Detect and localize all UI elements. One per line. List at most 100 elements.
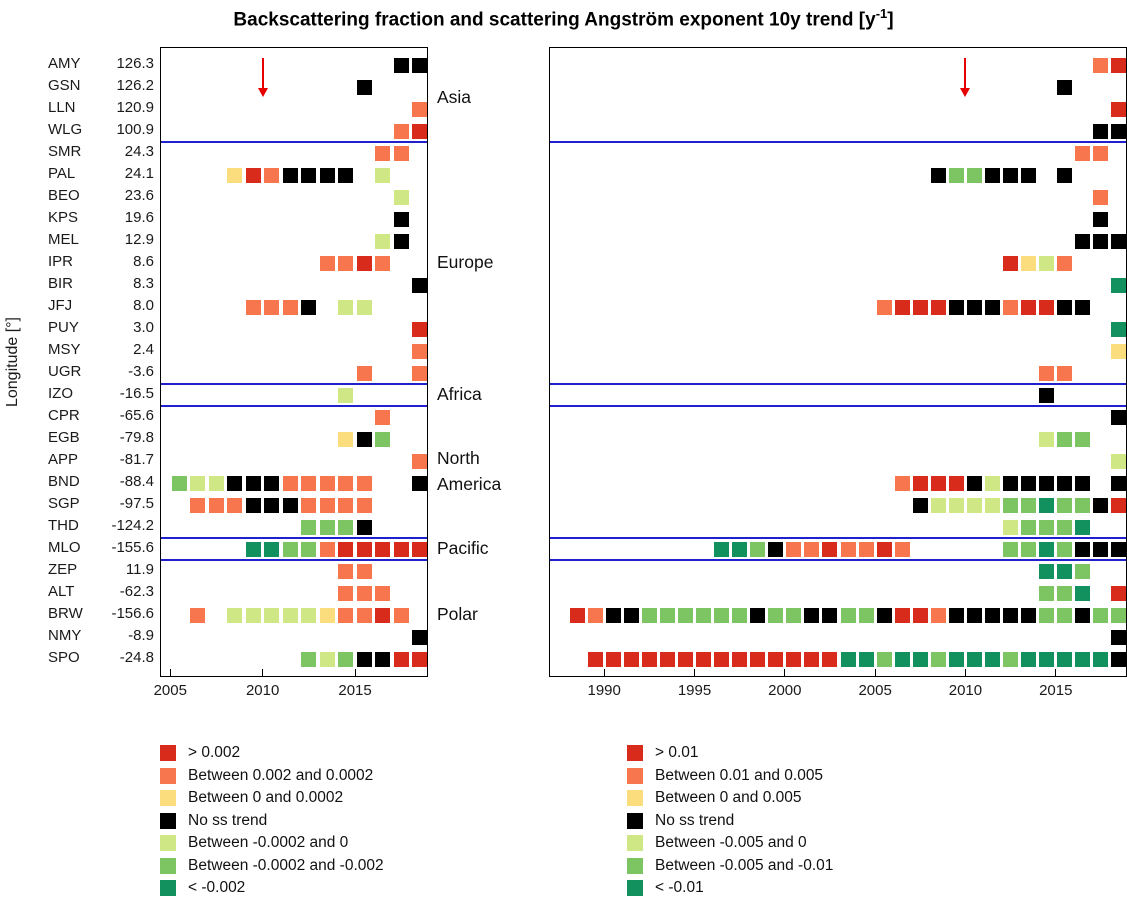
legend-item: No ss trend bbox=[160, 810, 384, 833]
station-label: WLG 100.9 bbox=[48, 122, 154, 138]
station-code: ALT bbox=[48, 583, 75, 600]
heatmap-cell bbox=[912, 475, 928, 491]
station-label: UGR -3.6 bbox=[48, 364, 154, 380]
heatmap-cell bbox=[1021, 651, 1037, 667]
station-code: BRW bbox=[48, 605, 83, 622]
x-tick-label: 2005 bbox=[858, 682, 892, 699]
heatmap-cell bbox=[356, 475, 372, 491]
legend-label: No ss trend bbox=[188, 811, 268, 829]
station-code: KPS bbox=[48, 209, 79, 226]
legend-label: Between -0.005 and -0.01 bbox=[655, 856, 834, 874]
legend-backscattering-fraction: > 0.002 Between 0.002 and 0.0002 Between 0… bbox=[160, 742, 384, 900]
region-label-polar: Polar bbox=[437, 603, 478, 624]
heatmap-cell bbox=[1039, 563, 1055, 579]
heatmap-cell bbox=[338, 431, 354, 447]
station-longitude: -62.3 bbox=[119, 583, 154, 600]
station-code: THD bbox=[48, 517, 79, 534]
heatmap-cell bbox=[1111, 607, 1127, 623]
heatmap-cell bbox=[282, 299, 298, 315]
marker-arrow-2010 bbox=[257, 58, 268, 97]
station-code: NMY bbox=[48, 627, 82, 644]
heatmap-cell bbox=[208, 497, 224, 513]
x-axis-tick bbox=[354, 669, 356, 676]
heatmap-cell bbox=[804, 607, 820, 623]
station-longitude: -81.7 bbox=[119, 451, 154, 468]
heatmap-cell bbox=[1039, 387, 1055, 403]
station-code: MSY bbox=[48, 341, 81, 358]
heatmap-cell bbox=[768, 541, 784, 557]
heatmap-cell bbox=[319, 607, 335, 623]
heatmap-cell bbox=[356, 299, 372, 315]
heatmap-cell bbox=[338, 651, 354, 667]
heatmap-cell bbox=[858, 541, 874, 557]
legend-item: > 0.002 bbox=[160, 742, 384, 765]
heatmap-cell bbox=[1021, 497, 1037, 513]
station-label: THD -124.2 bbox=[48, 518, 154, 534]
heatmap-cell bbox=[412, 541, 428, 557]
station-code: CPR bbox=[48, 407, 80, 424]
heatmap-cell bbox=[804, 541, 820, 557]
station-label: MEL 12.9 bbox=[48, 232, 154, 248]
chart-title-text: Backscattering fraction and scattering A… bbox=[233, 9, 876, 31]
heatmap-cell bbox=[732, 651, 748, 667]
heatmap-cell bbox=[985, 167, 1001, 183]
heatmap-cell bbox=[1075, 519, 1091, 535]
legend-swatch-darkgreen bbox=[160, 880, 176, 897]
station-longitude: 126.3 bbox=[116, 55, 154, 72]
heatmap-cell bbox=[894, 541, 910, 557]
heatmap-cell bbox=[412, 321, 428, 337]
legend-swatch-orange bbox=[160, 767, 176, 784]
station-code: BIR bbox=[48, 275, 74, 292]
heatmap-cell bbox=[569, 607, 585, 623]
station-longitude: 12.9 bbox=[124, 231, 154, 248]
legend-item: Between -0.005 and -0.01 bbox=[627, 855, 833, 878]
heatmap-cell bbox=[1075, 607, 1091, 623]
heatmap-cell bbox=[696, 651, 712, 667]
legend-swatch-yellow bbox=[160, 790, 176, 807]
heatmap-cell bbox=[264, 167, 280, 183]
legend-item: Between 0 and 0.005 bbox=[627, 787, 833, 810]
heatmap-cell bbox=[1021, 167, 1037, 183]
x-axis-tick bbox=[1055, 669, 1057, 676]
station-code: SPO bbox=[48, 649, 80, 666]
heatmap-cell bbox=[894, 607, 910, 623]
station-longitude: -3.6 bbox=[128, 363, 154, 380]
station-longitude: -156.6 bbox=[111, 605, 154, 622]
heatmap-cell bbox=[1057, 475, 1073, 491]
heatmap-cell bbox=[930, 607, 946, 623]
heatmap-cell bbox=[605, 651, 621, 667]
station-label: MLO -155.6 bbox=[48, 540, 154, 556]
heatmap-cell bbox=[714, 651, 730, 667]
x-tick-label: 2015 bbox=[1039, 682, 1073, 699]
heatmap-cell bbox=[948, 651, 964, 667]
heatmap-cell bbox=[338, 497, 354, 513]
heatmap-cell bbox=[412, 57, 428, 73]
station-code: GSN bbox=[48, 77, 81, 94]
heatmap-cell bbox=[301, 475, 317, 491]
heatmap-cell bbox=[393, 145, 409, 161]
region-divider-line bbox=[550, 141, 1126, 143]
x-tick-label: 2010 bbox=[948, 682, 983, 699]
legend-item: < -0.002 bbox=[160, 877, 384, 900]
station-label: MSY 2.4 bbox=[48, 342, 154, 358]
heatmap-cell bbox=[412, 475, 428, 491]
heatmap-cell bbox=[985, 497, 1001, 513]
heatmap-cell bbox=[412, 453, 428, 469]
heatmap-cell bbox=[1093, 57, 1109, 73]
heatmap-cell bbox=[1111, 497, 1127, 513]
heatmap-cell bbox=[786, 607, 802, 623]
heatmap-cell bbox=[393, 541, 409, 557]
legend-swatch-orange bbox=[627, 767, 643, 784]
heatmap-cell bbox=[1057, 431, 1073, 447]
heatmap-cell bbox=[1075, 299, 1091, 315]
legend-label: Between -0.005 and 0 bbox=[655, 834, 807, 852]
station-longitude: 11.9 bbox=[125, 561, 154, 578]
station-longitude: -16.5 bbox=[119, 385, 154, 402]
heatmap-cell bbox=[696, 607, 712, 623]
heatmap-cell bbox=[912, 651, 928, 667]
heatmap-cell bbox=[1075, 651, 1091, 667]
heatmap-cell bbox=[1039, 431, 1055, 447]
heatmap-cell bbox=[677, 651, 693, 667]
x-axis-tick bbox=[262, 669, 264, 676]
heatmap-cell bbox=[1111, 475, 1127, 491]
